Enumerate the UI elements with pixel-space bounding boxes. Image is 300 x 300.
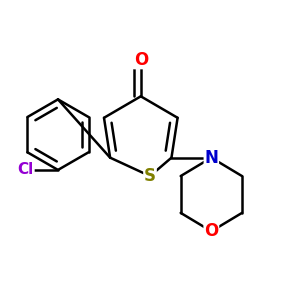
Text: S: S	[144, 167, 156, 185]
Text: O: O	[134, 50, 148, 68]
Text: Cl: Cl	[18, 162, 34, 177]
Text: O: O	[204, 222, 218, 240]
Text: N: N	[204, 149, 218, 167]
